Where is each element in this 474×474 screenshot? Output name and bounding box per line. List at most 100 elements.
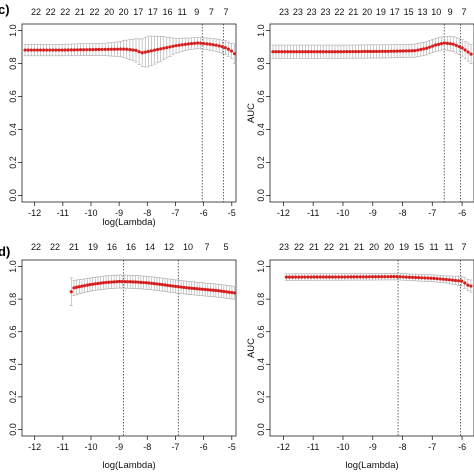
data-point	[120, 279, 124, 284]
data-point	[365, 49, 370, 54]
x-tick-label: -7	[171, 442, 179, 452]
data-point	[431, 44, 435, 48]
chart-panel-top-left: 0.0 0.2 0.4 0.6 0.8 1.0 -12 -11 -10 -9 -8 -7 -6 -5 22 2…	[8, 7, 237, 228]
data-point	[158, 282, 162, 286]
data-point	[91, 282, 95, 286]
data-point	[398, 49, 402, 53]
x-tick-label: -12	[277, 442, 290, 452]
data-point	[174, 44, 178, 48]
data-point	[290, 275, 295, 279]
data-point	[343, 275, 347, 279]
y-tick-label: 0.8	[256, 293, 266, 306]
data-point	[128, 280, 132, 284]
data-point	[410, 275, 415, 279]
top-count-label: 11	[177, 7, 186, 17]
top-count-label: 12	[164, 242, 174, 252]
data-point	[404, 275, 408, 279]
x-tick-label: -11	[57, 208, 69, 218]
data-point	[367, 275, 372, 279]
top-count-label: 13	[417, 7, 427, 17]
data-point	[360, 49, 364, 54]
data-point	[222, 289, 226, 294]
data-point	[306, 50, 311, 54]
data-point	[223, 46, 227, 50]
data-point	[383, 275, 387, 279]
data-point	[312, 275, 316, 279]
top-count-label: 19	[376, 7, 386, 17]
data-point	[386, 275, 390, 279]
x-axis-title: log(Lambda)	[345, 460, 398, 471]
data-point	[354, 49, 358, 54]
data-point	[346, 275, 350, 279]
data-point	[297, 50, 302, 54]
data-point	[94, 47, 98, 52]
top-count-label: 22	[89, 7, 99, 17]
top-count-label: 20	[104, 7, 114, 17]
x-tick-label: -5	[228, 208, 236, 218]
y-tick-label: 0.8	[8, 57, 18, 70]
data-point	[48, 48, 52, 52]
plot-frame	[269, 259, 474, 437]
data-point	[318, 50, 322, 54]
data-point	[147, 281, 151, 285]
data-point	[466, 50, 470, 54]
data-point	[457, 279, 461, 283]
data-point	[318, 275, 322, 279]
data-point	[166, 283, 170, 287]
data-point	[51, 48, 55, 52]
data-point	[152, 48, 157, 52]
top-count-label: 22	[31, 242, 41, 252]
data-point	[179, 285, 183, 289]
data-point	[78, 48, 83, 52]
data-point	[200, 287, 205, 291]
data-point	[187, 286, 191, 290]
data-point	[159, 47, 163, 51]
data-point	[115, 280, 119, 284]
data-point	[404, 49, 408, 53]
data-point	[300, 275, 304, 279]
data-point	[106, 47, 110, 51]
data-point	[410, 49, 414, 53]
x-tick-label: -6	[458, 208, 466, 218]
top-count-label: 21	[339, 242, 349, 252]
data-point	[428, 45, 432, 49]
y-tick-label: 1.0	[256, 260, 266, 273]
data-point	[312, 50, 316, 54]
y-tick-label: 0.0	[8, 189, 18, 202]
data-point	[109, 280, 114, 284]
top-count-label: 10	[431, 7, 441, 17]
x-tick-label: -7	[428, 208, 436, 218]
y-tick-label: 0.6	[256, 325, 266, 338]
data-point	[453, 278, 458, 283]
data-point	[386, 49, 390, 53]
data-point	[327, 50, 331, 54]
data-point	[289, 50, 293, 54]
data-point	[192, 41, 197, 45]
data-point	[447, 278, 451, 282]
x-tick-label: -11	[57, 442, 69, 452]
x-tick-label: -10	[84, 442, 97, 452]
x-tick-label: -12	[28, 442, 41, 452]
data-point	[398, 275, 402, 279]
top-count-label: 20	[362, 7, 372, 17]
data-point	[306, 275, 310, 279]
data-point	[438, 277, 442, 281]
y-axis-title: AUC	[246, 103, 257, 123]
x-tick-label: -9	[115, 442, 123, 452]
data-point	[469, 52, 473, 56]
top-count-label: 17	[133, 7, 143, 17]
data-point	[115, 47, 120, 51]
plot-frame	[21, 23, 237, 203]
data-point	[377, 275, 381, 279]
data-point	[171, 284, 175, 288]
data-point	[361, 275, 365, 279]
data-point	[69, 290, 73, 294]
top-count-label: 21	[309, 242, 319, 252]
data-point	[205, 42, 209, 46]
top-count-label: 21	[354, 242, 364, 252]
data-point	[214, 288, 218, 293]
top-count-label: 9	[194, 7, 199, 17]
data-point	[330, 275, 335, 279]
y-tick-label: 1.0	[256, 24, 266, 37]
data-point	[97, 47, 101, 52]
